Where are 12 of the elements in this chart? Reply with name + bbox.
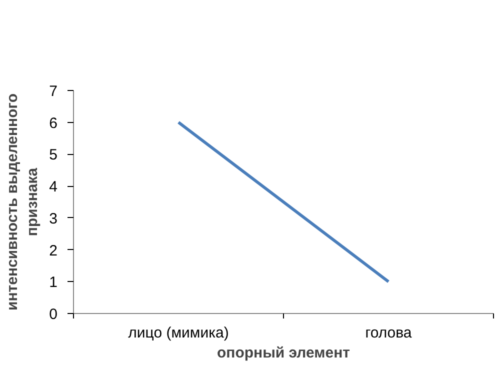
x-tick-label: лицо (мимика): [128, 324, 229, 342]
y-tick-label: 6: [49, 114, 58, 132]
y-tick-label: 2: [49, 242, 58, 260]
x-tick-label: голова: [365, 324, 412, 342]
y-axis-title: интенсивность выделенного признака: [4, 94, 42, 310]
y-tick-label: 4: [49, 178, 58, 196]
y-tick-label: 0: [49, 306, 58, 323]
y-tick-label: 5: [49, 146, 58, 164]
x-axis-title: опорный элемент: [216, 344, 350, 362]
y-tick-label: 1: [49, 274, 58, 292]
y-tick-label: 7: [49, 83, 58, 100]
y-tick-label: 3: [49, 210, 58, 228]
